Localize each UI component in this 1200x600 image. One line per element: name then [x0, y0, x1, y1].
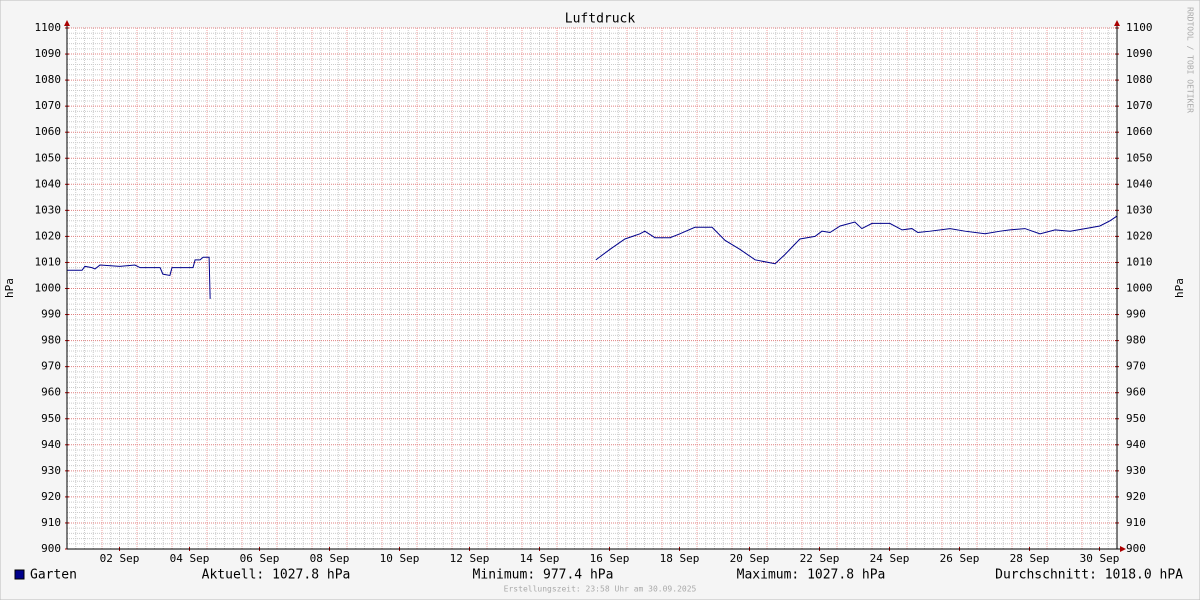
y-tick-label: 910: [41, 516, 61, 529]
y-tick-label-right: 1080: [1126, 73, 1153, 86]
x-tick-label: 22 Sep: [800, 552, 840, 565]
y-tick-label: 970: [41, 360, 61, 373]
y-tick-label: 1090: [35, 47, 62, 60]
y-tick-label-right: 1060: [1126, 125, 1153, 138]
y-tick-label: 980: [41, 334, 61, 347]
legend-swatch: [14, 569, 25, 580]
y-tick-label: 930: [41, 464, 61, 477]
y-tick-label-right: 1020: [1126, 229, 1153, 242]
legend-stat: Durchschnitt: 1018.0 hPA: [995, 568, 1183, 583]
footer: Erstellungszeit: 23:58 Uhr am 30.09.2025: [504, 585, 697, 594]
x-tick-label: 26 Sep: [940, 552, 980, 565]
y-tick-label-right: 1070: [1126, 99, 1153, 112]
y-tick-label: 940: [41, 438, 61, 451]
y-tick-label: 1070: [35, 99, 62, 112]
y-tick-label-right: 920: [1126, 490, 1146, 503]
y-tick-label-right: 910: [1126, 516, 1146, 529]
y-tick-label-right: 1000: [1126, 282, 1153, 295]
x-tick-label: 16 Sep: [590, 552, 630, 565]
y-tick-label-right: 990: [1126, 308, 1146, 321]
y-tick-label-right: 970: [1126, 360, 1146, 373]
y-tick-label-right: 1090: [1126, 47, 1153, 60]
y-axis-label-right: hPa: [1173, 278, 1186, 298]
y-tick-label: 960: [41, 386, 61, 399]
y-tick-label: 1100: [35, 21, 62, 34]
x-tick-label: 06 Sep: [240, 552, 280, 565]
y-tick-label: 900: [41, 542, 61, 555]
watermark: RRDTOOL / TOBI OETIKER: [1186, 7, 1195, 113]
x-tick-label: 04 Sep: [170, 552, 210, 565]
y-tick-label-right: 950: [1126, 412, 1146, 425]
y-tick-label: 990: [41, 308, 61, 321]
y-tick-label-right: 1040: [1126, 177, 1153, 190]
x-tick-label: 08 Sep: [310, 552, 350, 565]
x-tick-label: 02 Sep: [100, 552, 140, 565]
y-tick-label: 1080: [35, 73, 62, 86]
y-tick-label: 1010: [35, 255, 62, 268]
legend-stat: Aktuell: 1027.8 hPa: [202, 568, 351, 583]
y-tick-label: 950: [41, 412, 61, 425]
y-tick-label: 1040: [35, 177, 62, 190]
grid: [65, 27, 1119, 551]
x-tick-label: 12 Sep: [450, 552, 490, 565]
y-tick-label-right: 940: [1126, 438, 1146, 451]
y-tick-label-right: 960: [1126, 386, 1146, 399]
y-tick-label: 1030: [35, 203, 62, 216]
y-tick-label-right: 1010: [1126, 255, 1153, 268]
x-tick-label: 28 Sep: [1010, 552, 1050, 565]
y-tick-label: 1050: [35, 151, 62, 164]
y-tick-label: 920: [41, 490, 61, 503]
chart-title: Luftdruck: [565, 12, 636, 27]
legend-label: Garten: [30, 568, 77, 583]
y-tick-label-right: 980: [1126, 334, 1146, 347]
y-axis-label: hPa: [3, 278, 16, 298]
legend-stat: Minimum: 977.4 hPa: [473, 568, 614, 583]
y-tick-label-right: 1100: [1126, 21, 1153, 34]
marks: [67, 215, 1118, 299]
y-tick-label-right: 1030: [1126, 203, 1153, 216]
x-tick-label: 24 Sep: [870, 552, 910, 565]
y-tick-label: 1020: [35, 229, 62, 242]
x-tick-label: 18 Sep: [660, 552, 700, 565]
y-tick-label: 1000: [35, 282, 62, 295]
x-tick-label: 10 Sep: [380, 552, 420, 565]
x-tick-label: 14 Sep: [520, 552, 560, 565]
y-tick-label-right: 930: [1126, 464, 1146, 477]
series-line: [67, 215, 1118, 299]
y-tick-label-right: 1050: [1126, 151, 1153, 164]
legend-stat: Maximum: 1027.8 hPa: [737, 568, 886, 583]
x-tick-label: 30 Sep: [1080, 552, 1120, 565]
x-tick-label: 20 Sep: [730, 552, 770, 565]
y-tick-label: 1060: [35, 125, 62, 138]
y-tick-label-right: 900: [1126, 542, 1146, 555]
